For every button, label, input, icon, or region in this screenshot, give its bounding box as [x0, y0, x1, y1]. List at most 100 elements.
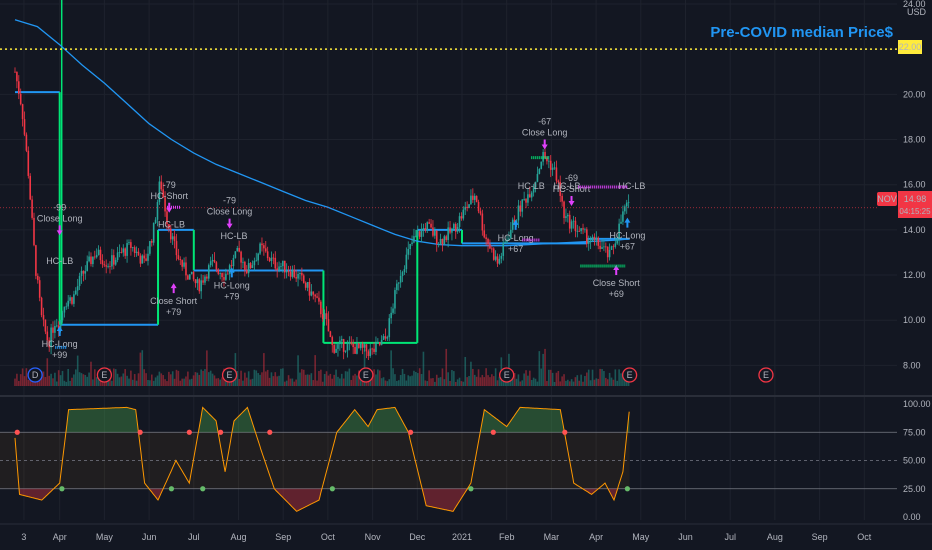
candle-body — [481, 213, 484, 231]
volume-bar — [359, 379, 362, 386]
volume-bar — [95, 377, 98, 386]
volume-bar — [567, 379, 569, 386]
candle-body — [25, 134, 28, 151]
price-tick-label: 24.00 — [903, 0, 926, 9]
volume-bar — [570, 379, 573, 386]
volume-bar — [437, 377, 440, 386]
candle-body — [55, 325, 58, 327]
candle-body — [306, 281, 309, 288]
time-tick-label: 2021 — [452, 532, 472, 542]
volume-bar — [616, 380, 619, 386]
osc-cross-dot — [329, 486, 335, 492]
volume-bar — [266, 369, 269, 386]
candle-body — [301, 273, 303, 276]
signal-arrow-up — [170, 283, 177, 294]
volume-bar — [16, 373, 18, 386]
candle-body — [181, 260, 183, 267]
volume-bar — [318, 370, 320, 386]
volume-bar — [394, 374, 396, 386]
candle-body — [534, 181, 537, 188]
candle-body — [158, 181, 161, 203]
hc-lb-label: HC-LB — [554, 181, 581, 191]
candle-body — [447, 227, 449, 240]
candle-body — [551, 167, 554, 170]
volume-bar — [139, 352, 142, 386]
oscillator-line — [14, 406, 630, 512]
candle-body — [52, 327, 54, 333]
volume-bar — [439, 377, 442, 386]
candle-body — [90, 256, 92, 265]
candle-body — [483, 230, 486, 238]
volume-bar — [557, 370, 560, 386]
candle-body — [65, 306, 68, 308]
candle-body — [299, 273, 301, 274]
candle-body — [105, 265, 107, 267]
time-tick-label: Aug — [767, 532, 783, 542]
candle-body — [388, 318, 391, 338]
volume-bar — [86, 376, 88, 386]
volume-bar — [276, 376, 278, 386]
hc-lb-label: HC-LB — [518, 181, 545, 191]
osc-tick-label: 75.00 — [903, 427, 926, 437]
candle-body — [139, 255, 142, 264]
candle-body — [365, 344, 368, 352]
signal-arrow-up — [512, 219, 519, 230]
candle-body — [173, 236, 176, 242]
signal-arrow-up — [624, 217, 631, 228]
hc-lb-label: HC-LB — [158, 220, 185, 230]
candle-body — [198, 279, 201, 292]
volume-bar — [468, 375, 470, 386]
candle-body — [380, 339, 383, 345]
candle-body — [468, 204, 470, 208]
candle-body — [225, 273, 227, 280]
volume-bar — [458, 377, 461, 386]
candle-body — [435, 230, 438, 245]
volume-bar — [456, 379, 459, 386]
candle-body — [479, 211, 482, 214]
volume-bar — [441, 368, 444, 386]
volume-bar — [513, 372, 516, 386]
volume-bar — [614, 369, 617, 386]
candle-body — [251, 265, 254, 269]
candle-body — [542, 152, 544, 162]
volume-bar — [344, 371, 347, 386]
candle-body — [84, 271, 87, 274]
candle-body — [369, 348, 372, 356]
earnings-marker — [758, 367, 774, 383]
volume-bar — [198, 374, 201, 386]
volume-bar — [494, 368, 497, 386]
volume-bar — [304, 374, 307, 386]
candle-body — [392, 308, 394, 313]
candle-body — [321, 314, 324, 320]
candle-body — [603, 246, 605, 248]
candle-body — [257, 253, 259, 261]
time-tick-label: Dec — [409, 532, 426, 542]
candle-body — [48, 340, 50, 348]
candle-body — [46, 331, 49, 341]
candle-body — [544, 152, 546, 158]
time-tick-label: May — [632, 532, 650, 542]
volume-bar — [618, 369, 620, 386]
volume-bar — [390, 350, 392, 386]
candle-body — [111, 255, 113, 267]
price-tick-label: 20.00 — [903, 89, 926, 99]
volume-bar — [534, 378, 537, 386]
volume-bar — [147, 379, 149, 386]
candle-body — [135, 251, 138, 253]
volume-bar — [396, 380, 398, 386]
volume-bar — [42, 371, 45, 386]
volume-bar — [259, 374, 261, 386]
candle-body — [202, 280, 204, 283]
price-axis[interactable]: 8.00 10.00 12.00 14.00 16.00 18.00 20.00 24.00 0… — [903, 0, 931, 522]
candle-body — [416, 231, 419, 236]
volume-bar — [407, 375, 410, 386]
earnings-marker — [499, 367, 515, 383]
candle-body — [325, 313, 328, 320]
signal-label: HC-Long — [42, 339, 78, 349]
candle-body — [508, 238, 510, 240]
time-axis[interactable]: 3 Apr May Jun Jul Aug Sep Oct Nov Dec 2021 Feb Mar Ap… — [21, 532, 871, 542]
volume-bar — [287, 375, 290, 386]
candle-body — [80, 270, 83, 277]
price-tick-label: 10.00 — [903, 315, 926, 325]
